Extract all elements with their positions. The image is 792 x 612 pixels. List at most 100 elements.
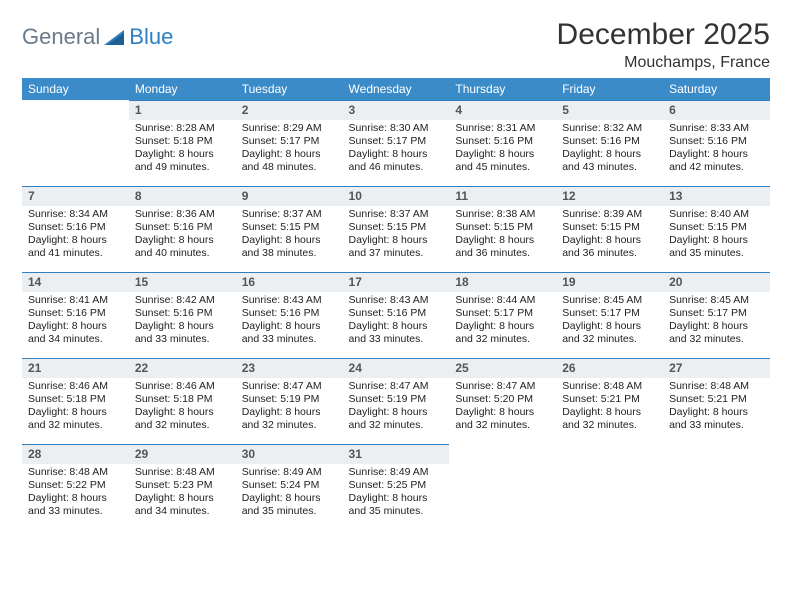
- daylight-line: Daylight: 8 hours and 34 minutes.: [28, 320, 123, 346]
- sunrise-line: Sunrise: 8:34 AM: [28, 208, 123, 221]
- calendar-cell: 8Sunrise: 8:36 AMSunset: 5:16 PMDaylight…: [129, 186, 236, 272]
- sunset-line: Sunset: 5:19 PM: [349, 393, 444, 406]
- sunrise-line: Sunrise: 8:48 AM: [669, 380, 764, 393]
- day-body: Sunrise: 8:46 AMSunset: 5:18 PMDaylight:…: [22, 378, 129, 437]
- day-body: Sunrise: 8:42 AMSunset: 5:16 PMDaylight:…: [129, 292, 236, 351]
- day-body: Sunrise: 8:48 AMSunset: 5:22 PMDaylight:…: [22, 464, 129, 523]
- daylight-line: Daylight: 8 hours and 33 minutes.: [242, 320, 337, 346]
- weekday-header: Wednesday: [343, 78, 450, 100]
- day-body: Sunrise: 8:48 AMSunset: 5:23 PMDaylight:…: [129, 464, 236, 523]
- page-header: General Blue December 2025 Mouchamps, Fr…: [22, 18, 770, 72]
- daylight-line: Daylight: 8 hours and 46 minutes.: [349, 148, 444, 174]
- calendar-cell: 24Sunrise: 8:47 AMSunset: 5:19 PMDayligh…: [343, 358, 450, 444]
- sunrise-line: Sunrise: 8:49 AM: [349, 466, 444, 479]
- sunrise-line: Sunrise: 8:36 AM: [135, 208, 230, 221]
- sunset-line: Sunset: 5:20 PM: [455, 393, 550, 406]
- day-number: 26: [556, 358, 663, 378]
- calendar-cell: 17Sunrise: 8:43 AMSunset: 5:16 PMDayligh…: [343, 272, 450, 358]
- sunrise-line: Sunrise: 8:48 AM: [28, 466, 123, 479]
- calendar-row: .1Sunrise: 8:28 AMSunset: 5:18 PMDayligh…: [22, 100, 770, 186]
- day-number: 30: [236, 444, 343, 464]
- sunrise-line: Sunrise: 8:38 AM: [455, 208, 550, 221]
- sunrise-line: Sunrise: 8:39 AM: [562, 208, 657, 221]
- sunset-line: Sunset: 5:16 PM: [135, 307, 230, 320]
- calendar-cell: 1Sunrise: 8:28 AMSunset: 5:18 PMDaylight…: [129, 100, 236, 186]
- sunrise-line: Sunrise: 8:44 AM: [455, 294, 550, 307]
- daylight-line: Daylight: 8 hours and 32 minutes.: [349, 406, 444, 432]
- sunrise-line: Sunrise: 8:46 AM: [135, 380, 230, 393]
- sunset-line: Sunset: 5:18 PM: [135, 393, 230, 406]
- daylight-line: Daylight: 8 hours and 48 minutes.: [242, 148, 337, 174]
- day-body: Sunrise: 8:36 AMSunset: 5:16 PMDaylight:…: [129, 206, 236, 265]
- sunrise-line: Sunrise: 8:28 AM: [135, 122, 230, 135]
- day-number: 25: [449, 358, 556, 378]
- calendar-table: Sunday Monday Tuesday Wednesday Thursday…: [22, 78, 770, 530]
- month-title: December 2025: [557, 18, 770, 52]
- day-number: 20: [663, 272, 770, 292]
- sunset-line: Sunset: 5:25 PM: [349, 479, 444, 492]
- sunset-line: Sunset: 5:15 PM: [562, 221, 657, 234]
- calendar-cell: 26Sunrise: 8:48 AMSunset: 5:21 PMDayligh…: [556, 358, 663, 444]
- day-number: 6: [663, 100, 770, 120]
- sunrise-line: Sunrise: 8:47 AM: [455, 380, 550, 393]
- day-number: 27: [663, 358, 770, 378]
- day-body: Sunrise: 8:47 AMSunset: 5:19 PMDaylight:…: [236, 378, 343, 437]
- daylight-line: Daylight: 8 hours and 33 minutes.: [135, 320, 230, 346]
- sunset-line: Sunset: 5:15 PM: [669, 221, 764, 234]
- calendar-cell: 28Sunrise: 8:48 AMSunset: 5:22 PMDayligh…: [22, 444, 129, 530]
- daylight-line: Daylight: 8 hours and 32 minutes.: [455, 320, 550, 346]
- sunset-line: Sunset: 5:24 PM: [242, 479, 337, 492]
- calendar-cell: 3Sunrise: 8:30 AMSunset: 5:17 PMDaylight…: [343, 100, 450, 186]
- day-number: 19: [556, 272, 663, 292]
- sunrise-line: Sunrise: 8:43 AM: [349, 294, 444, 307]
- day-number: 1: [129, 100, 236, 120]
- sunset-line: Sunset: 5:23 PM: [135, 479, 230, 492]
- calendar-cell: 16Sunrise: 8:43 AMSunset: 5:16 PMDayligh…: [236, 272, 343, 358]
- weekday-header: Thursday: [449, 78, 556, 100]
- daylight-line: Daylight: 8 hours and 36 minutes.: [455, 234, 550, 260]
- calendar-cell: 12 Sunrise: 8:39 AMSunset: 5:15 PMDayligh…: [556, 186, 663, 272]
- day-number: 16: [236, 272, 343, 292]
- title-block: December 2025 Mouchamps, France: [557, 18, 770, 72]
- day-body: Sunrise: 8:41 AMSunset: 5:16 PMDaylight:…: [22, 292, 129, 351]
- sunset-line: Sunset: 5:21 PM: [669, 393, 764, 406]
- sunrise-line: Sunrise: 8:48 AM: [135, 466, 230, 479]
- weekday-header: Friday: [556, 78, 663, 100]
- day-number: 31: [343, 444, 450, 464]
- sunrise-line: Sunrise: 8:48 AM: [562, 380, 657, 393]
- day-number: 22: [129, 358, 236, 378]
- day-body: Sunrise: 8:29 AMSunset: 5:17 PMDaylight:…: [236, 120, 343, 179]
- daylight-line: Daylight: 8 hours and 32 minutes.: [669, 320, 764, 346]
- day-number: 21: [22, 358, 129, 378]
- sunset-line: Sunset: 5:16 PM: [242, 307, 337, 320]
- daylight-line: Daylight: 8 hours and 35 minutes.: [242, 492, 337, 518]
- sunrise-line: Sunrise: 8:49 AM: [242, 466, 337, 479]
- day-body: Sunrise: 8:43 AMSunset: 5:16 PMDaylight:…: [343, 292, 450, 351]
- sunrise-line: Sunrise: 8:31 AM: [455, 122, 550, 135]
- weekday-header: Saturday: [663, 78, 770, 100]
- calendar-cell: 11Sunrise: 8:38 AMSunset: 5:15 PMDayligh…: [449, 186, 556, 272]
- day-number: 17: [343, 272, 450, 292]
- calendar-cell: 31Sunrise: 8:49 AMSunset: 5:25 PMDayligh…: [343, 444, 450, 530]
- brand-triangle-icon: [104, 28, 126, 46]
- daylight-line: Daylight: 8 hours and 40 minutes.: [135, 234, 230, 260]
- sunrise-line: Sunrise: 8:30 AM: [349, 122, 444, 135]
- sunset-line: Sunset: 5:18 PM: [28, 393, 123, 406]
- calendar-cell: .: [449, 444, 556, 530]
- daylight-line: Daylight: 8 hours and 33 minutes.: [669, 406, 764, 432]
- daylight-line: Daylight: 8 hours and 36 minutes.: [562, 234, 657, 260]
- weekday-header: Sunday: [22, 78, 129, 100]
- daylight-line: Daylight: 8 hours and 37 minutes.: [349, 234, 444, 260]
- calendar-cell: 30 Sunrise: 8:49 AMSunset: 5:24 PMDayligh…: [236, 444, 343, 530]
- day-number: 12: [556, 186, 663, 206]
- daylight-line: Daylight: 8 hours and 32 minutes.: [135, 406, 230, 432]
- day-body: Sunrise: 8:45 AMSunset: 5:17 PMDaylight:…: [663, 292, 770, 351]
- sunset-line: Sunset: 5:16 PM: [349, 307, 444, 320]
- sunrise-line: Sunrise: 8:45 AM: [562, 294, 657, 307]
- sunrise-line: Sunrise: 8:29 AM: [242, 122, 337, 135]
- day-number: 3: [343, 100, 450, 120]
- daylight-line: Daylight: 8 hours and 32 minutes.: [455, 406, 550, 432]
- sunset-line: Sunset: 5:17 PM: [455, 307, 550, 320]
- daylight-line: Daylight: 8 hours and 32 minutes.: [28, 406, 123, 432]
- sunrise-line: Sunrise: 8:37 AM: [349, 208, 444, 221]
